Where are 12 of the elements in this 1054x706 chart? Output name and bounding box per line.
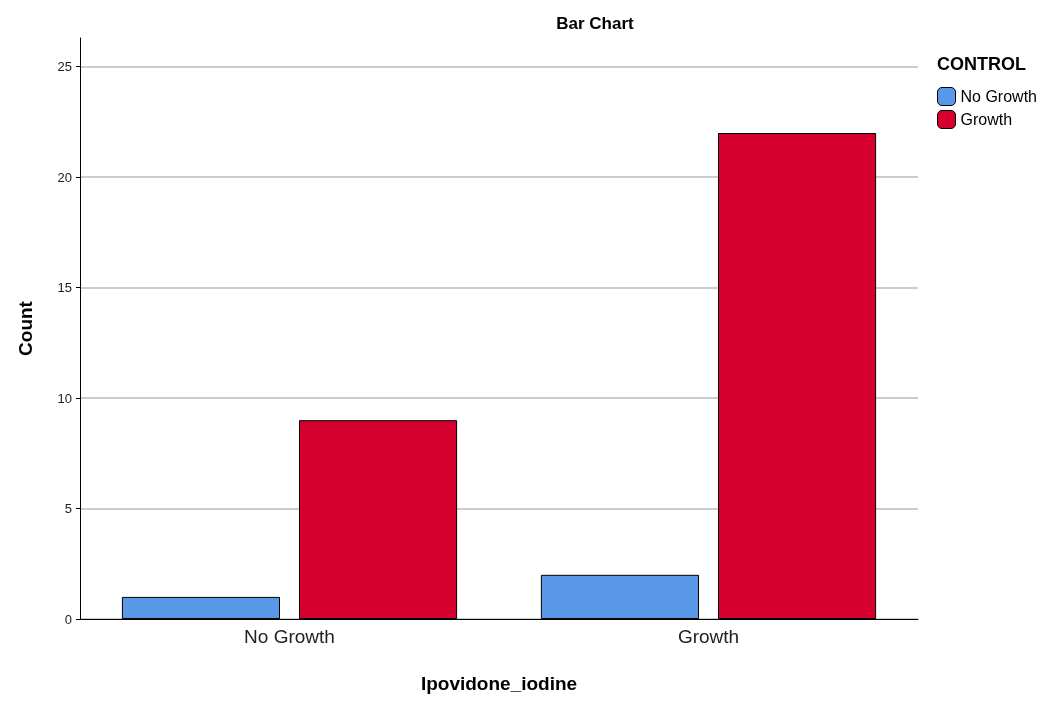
y-tick-label: 5 [64, 501, 72, 517]
x-axis-title: Ipovidone_iodine [420, 673, 578, 694]
y-tick-label: 15 [57, 280, 72, 296]
legend-label: No Growth [960, 88, 1037, 105]
y-tick-label: 0 [64, 611, 72, 627]
legend-title: CONTROL [937, 54, 1026, 74]
y-tick-label: 25 [57, 59, 72, 75]
legend-label: Growth [960, 111, 1013, 128]
y-tick-label: 10 [57, 390, 72, 406]
chart-title: Bar Chart [556, 14, 635, 33]
y-tick-label: 20 [57, 169, 72, 185]
y-axis-title: Count [15, 300, 36, 356]
